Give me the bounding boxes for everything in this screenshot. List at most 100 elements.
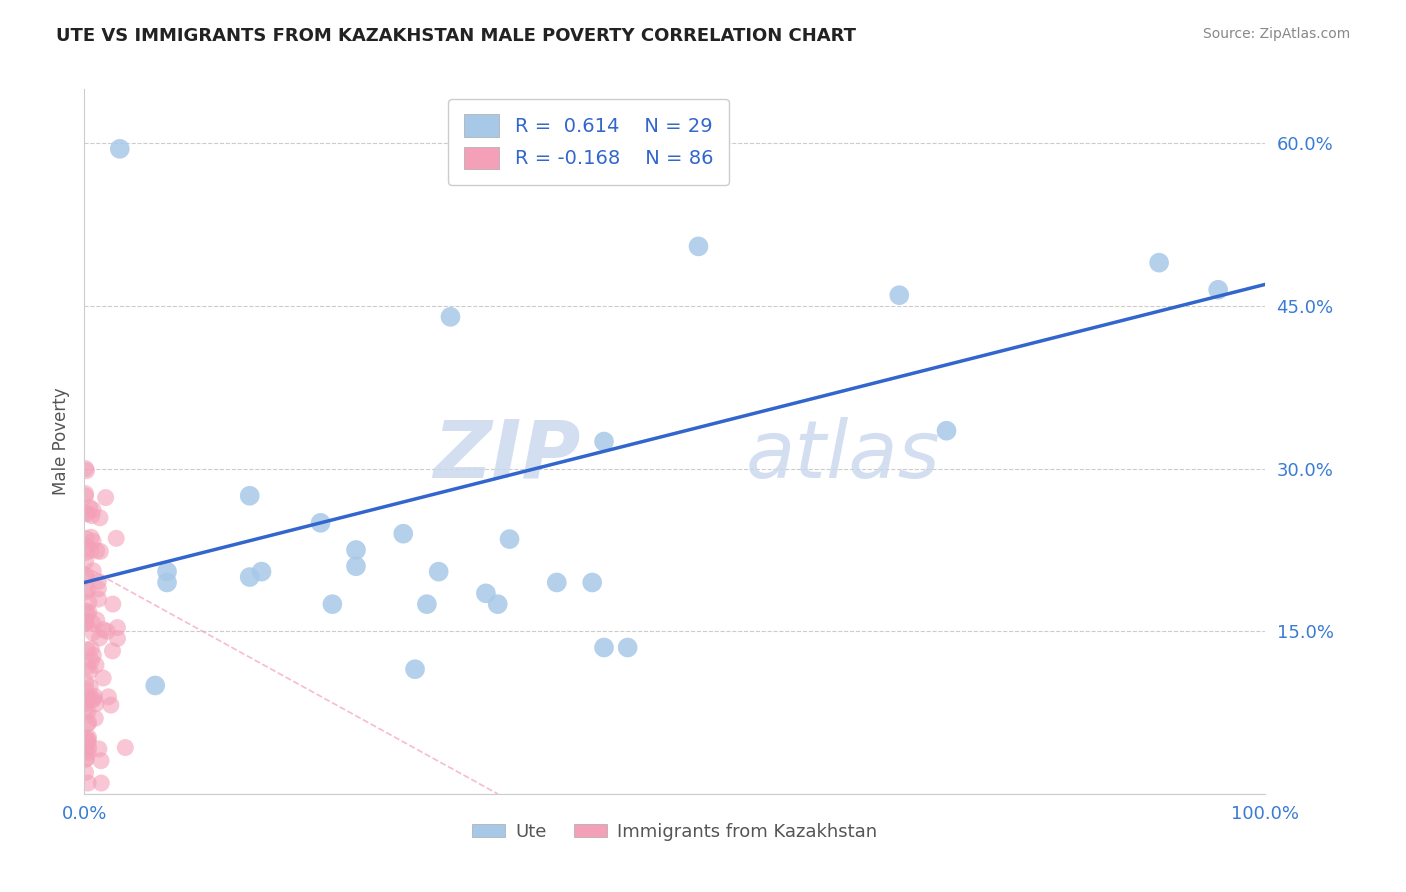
Point bbox=[75, 744, 97, 758]
Point bbox=[79, 500, 101, 515]
Point bbox=[76, 659, 98, 673]
Point bbox=[77, 776, 100, 790]
Point bbox=[75, 489, 97, 503]
Text: ZIP: ZIP bbox=[433, 417, 581, 495]
Point bbox=[75, 604, 97, 618]
Point bbox=[416, 597, 439, 611]
Point bbox=[593, 640, 616, 655]
Point bbox=[76, 731, 98, 746]
Point bbox=[439, 310, 461, 324]
Point bbox=[80, 530, 103, 544]
Point bbox=[344, 543, 367, 558]
Point bbox=[77, 715, 100, 730]
Point bbox=[82, 616, 104, 631]
Point bbox=[75, 585, 97, 599]
Point bbox=[93, 623, 115, 637]
Point bbox=[97, 690, 120, 704]
Point bbox=[101, 597, 124, 611]
Point bbox=[75, 693, 97, 707]
Point bbox=[392, 526, 415, 541]
Point bbox=[77, 605, 100, 619]
Point bbox=[96, 624, 118, 639]
Point bbox=[546, 575, 568, 590]
Point bbox=[87, 582, 110, 596]
Point bbox=[87, 574, 110, 589]
Point bbox=[86, 544, 108, 558]
Point bbox=[76, 607, 98, 621]
Point bbox=[75, 568, 97, 582]
Point bbox=[344, 559, 367, 574]
Point bbox=[77, 582, 100, 597]
Text: Source: ZipAtlas.com: Source: ZipAtlas.com bbox=[1202, 27, 1350, 41]
Point bbox=[1147, 255, 1170, 269]
Point bbox=[75, 461, 97, 475]
Y-axis label: Male Poverty: Male Poverty bbox=[52, 388, 70, 495]
Text: UTE VS IMMIGRANTS FROM KAZAKHSTAN MALE POVERTY CORRELATION CHART: UTE VS IMMIGRANTS FROM KAZAKHSTAN MALE P… bbox=[56, 27, 856, 45]
Point bbox=[89, 511, 111, 525]
Point bbox=[87, 592, 110, 607]
Point bbox=[475, 586, 498, 600]
Point bbox=[77, 731, 100, 745]
Point bbox=[688, 239, 710, 253]
Point bbox=[75, 545, 97, 559]
Point bbox=[108, 142, 131, 156]
Point bbox=[239, 489, 262, 503]
Point bbox=[77, 740, 100, 755]
Point bbox=[143, 678, 166, 692]
Point bbox=[77, 746, 100, 760]
Point bbox=[156, 575, 179, 590]
Point bbox=[87, 742, 110, 756]
Point bbox=[80, 641, 103, 656]
Point bbox=[114, 740, 136, 755]
Point bbox=[82, 648, 104, 663]
Point bbox=[75, 682, 97, 697]
Point bbox=[76, 643, 98, 657]
Point bbox=[75, 704, 97, 718]
Point bbox=[107, 632, 129, 646]
Point bbox=[239, 570, 262, 584]
Point bbox=[75, 570, 97, 584]
Point bbox=[404, 662, 426, 676]
Point bbox=[75, 675, 97, 690]
Point bbox=[82, 534, 104, 549]
Point bbox=[83, 690, 105, 704]
Point bbox=[616, 640, 638, 655]
Point bbox=[105, 532, 128, 546]
Point bbox=[935, 424, 957, 438]
Point bbox=[321, 597, 343, 611]
Point bbox=[593, 434, 616, 449]
Point bbox=[76, 705, 98, 719]
Point bbox=[75, 615, 97, 630]
Point bbox=[309, 516, 332, 530]
Point bbox=[1206, 283, 1229, 297]
Point bbox=[90, 754, 112, 768]
Point bbox=[83, 692, 105, 706]
Point bbox=[75, 615, 97, 630]
Point bbox=[80, 654, 103, 668]
Point bbox=[427, 565, 450, 579]
Point bbox=[75, 486, 97, 500]
Point bbox=[498, 532, 520, 546]
Text: atlas: atlas bbox=[745, 417, 941, 495]
Point bbox=[75, 751, 97, 765]
Point bbox=[82, 502, 104, 516]
Point bbox=[90, 776, 112, 790]
Point bbox=[75, 531, 97, 545]
Point bbox=[82, 564, 104, 578]
Point bbox=[77, 735, 100, 749]
Point bbox=[75, 506, 97, 520]
Point bbox=[75, 765, 97, 780]
Point bbox=[101, 644, 124, 658]
Point bbox=[77, 595, 100, 609]
Point bbox=[89, 544, 111, 558]
Point bbox=[91, 671, 114, 685]
Point bbox=[80, 543, 103, 558]
Point bbox=[156, 565, 179, 579]
Point bbox=[105, 621, 128, 635]
Point bbox=[486, 597, 509, 611]
Point bbox=[100, 698, 122, 712]
Point bbox=[79, 680, 101, 694]
Point bbox=[75, 614, 97, 628]
Point bbox=[86, 613, 108, 627]
Point bbox=[84, 658, 107, 673]
